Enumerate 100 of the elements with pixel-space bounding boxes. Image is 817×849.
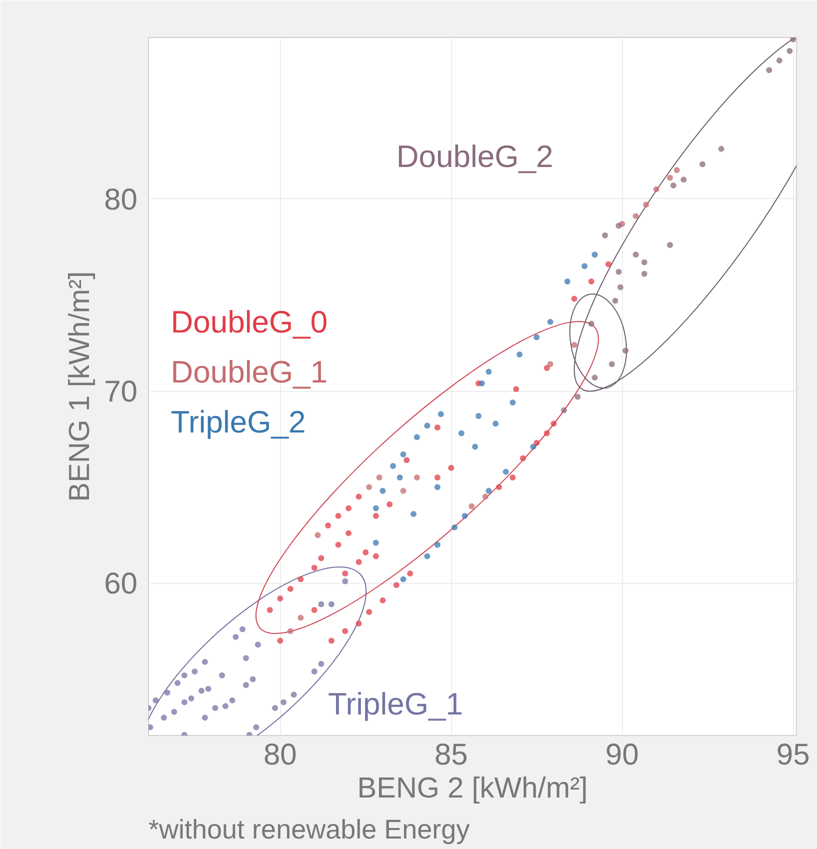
y-axis-title: BENG 1 [kWh/m²] (64, 271, 96, 502)
point (502, 468, 509, 475)
point (486, 488, 492, 494)
point (181, 699, 188, 706)
point (616, 268, 622, 275)
point (407, 570, 414, 577)
point (298, 614, 304, 621)
point (254, 642, 261, 648)
text: DoubleG_2 (396, 139, 554, 174)
point (571, 342, 578, 348)
point (277, 596, 284, 602)
point (571, 296, 578, 302)
point (232, 634, 239, 640)
point (496, 484, 502, 490)
point (492, 420, 499, 427)
point (602, 232, 608, 238)
point (643, 202, 650, 208)
point (766, 67, 772, 74)
point (608, 361, 615, 368)
point (622, 348, 629, 354)
x-tick-label: 85 (434, 738, 468, 772)
point (510, 474, 516, 480)
point (342, 570, 348, 577)
point (438, 411, 444, 418)
text: TripleG_2 (170, 404, 306, 440)
point (534, 334, 540, 340)
point (424, 553, 430, 560)
point (581, 263, 588, 270)
point (674, 167, 680, 174)
point (212, 705, 218, 712)
point (287, 586, 294, 592)
text: DoubleG_1 (170, 354, 328, 390)
point (314, 532, 321, 538)
point (250, 676, 256, 682)
point (616, 222, 622, 229)
point (400, 451, 406, 458)
point (564, 278, 570, 284)
point (396, 474, 403, 480)
point (386, 501, 393, 508)
point (547, 318, 554, 325)
point (486, 368, 492, 375)
point (670, 182, 676, 188)
point (393, 582, 400, 588)
point (520, 455, 526, 462)
point (513, 386, 520, 392)
point (434, 424, 440, 431)
point (786, 48, 793, 54)
point (219, 672, 226, 678)
point (448, 464, 454, 471)
point (356, 620, 362, 626)
point (592, 374, 598, 381)
point (434, 484, 440, 490)
point (266, 607, 273, 614)
point (641, 270, 648, 277)
point (311, 668, 318, 675)
point (632, 213, 639, 220)
x-tick-label: 80 (263, 738, 297, 772)
point (171, 708, 178, 715)
point (328, 638, 334, 644)
point (311, 564, 318, 571)
point (547, 361, 554, 368)
point (458, 430, 464, 436)
point (516, 352, 523, 358)
text: *without renewable Energy (148, 814, 470, 844)
point (414, 434, 420, 440)
point (342, 578, 348, 584)
point (560, 407, 567, 414)
point (342, 628, 348, 634)
point (148, 724, 154, 730)
point (202, 658, 208, 665)
point (188, 695, 194, 702)
point (198, 688, 205, 694)
point (544, 430, 550, 436)
point (181, 672, 188, 678)
point (414, 474, 420, 480)
point (478, 380, 485, 386)
point (346, 530, 352, 536)
point (366, 484, 372, 490)
point (434, 542, 440, 548)
point (356, 559, 362, 566)
point (424, 422, 430, 429)
point (400, 576, 406, 582)
point (468, 503, 475, 510)
point (280, 699, 287, 706)
point (253, 724, 260, 730)
point (372, 505, 379, 512)
text: DoubleG_0 (170, 304, 328, 340)
point (346, 505, 352, 512)
y-tick-label: 70 (104, 376, 138, 409)
point (192, 668, 198, 675)
point (311, 607, 318, 614)
series-label: TripleG_1 (328, 686, 463, 722)
point (390, 462, 396, 469)
point (164, 690, 170, 696)
point (475, 413, 482, 419)
point (404, 457, 410, 464)
point (205, 686, 212, 692)
point (277, 638, 284, 644)
point (372, 553, 379, 560)
point (632, 252, 639, 258)
